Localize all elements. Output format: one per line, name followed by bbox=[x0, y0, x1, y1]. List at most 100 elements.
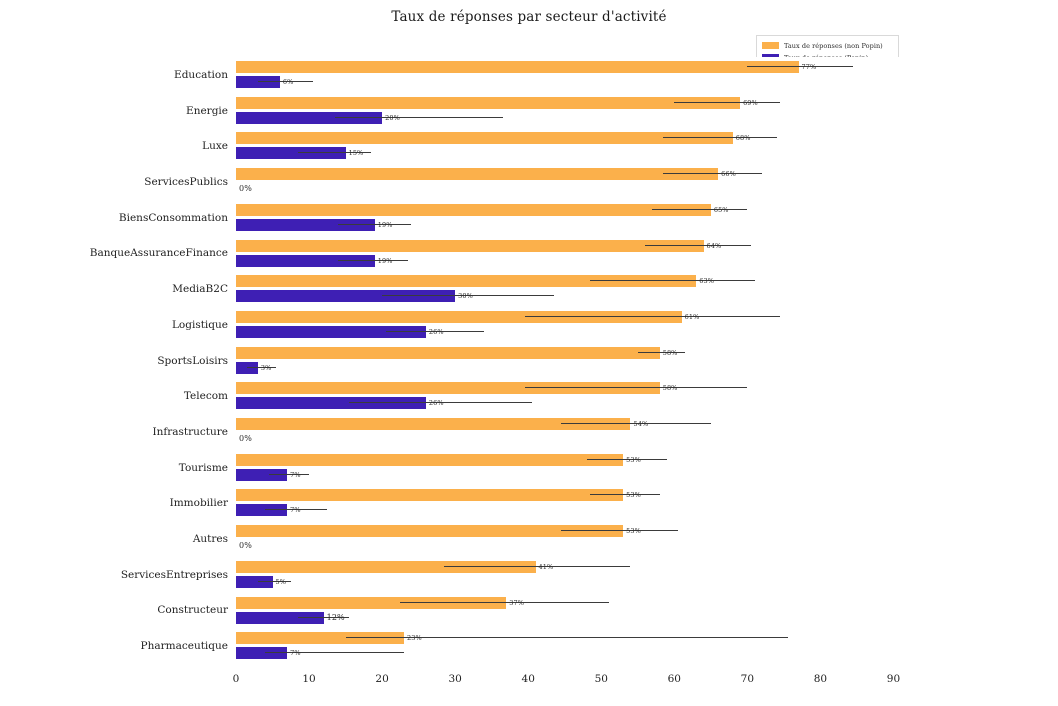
y-axis-tick-infrastructure: Infrastructure bbox=[152, 425, 228, 438]
error-bar-popin bbox=[246, 366, 277, 368]
bar-value-label-popin: 3% bbox=[260, 363, 272, 372]
bar-value-label-non-popin: 54% bbox=[633, 420, 649, 429]
x-axis-tick-labels: 0 10 20 30 40 50 60 70 80 90 bbox=[232, 664, 930, 700]
error-bar-non-popin bbox=[637, 351, 686, 353]
y-axis-tick-constructeur: Constructeur bbox=[157, 604, 228, 617]
error-bar-popin bbox=[265, 509, 328, 511]
bar-popin bbox=[236, 611, 324, 624]
y-axis-tick-servicespublics: ServicesPublics bbox=[144, 175, 228, 188]
bar-non-popin bbox=[236, 453, 624, 466]
bar-non-popin bbox=[236, 525, 624, 538]
plot-area: 77% 6% 69% 20% 68% 15% 66% 0% 65% 19% 64% 19% 63% 30%… bbox=[236, 57, 930, 664]
y-axis-tick-mediab2c: MediaB2C bbox=[172, 283, 228, 296]
y-axis-tick-telecom: Telecom bbox=[183, 390, 228, 403]
error-bar-popin bbox=[298, 152, 372, 154]
bar-popin bbox=[236, 290, 456, 303]
error-bar-non-popin bbox=[663, 137, 777, 139]
bar-group: 53% 7% bbox=[236, 450, 930, 486]
bar-group: 64% 19% bbox=[236, 236, 930, 272]
error-bar-popin bbox=[338, 259, 408, 261]
bar-value-label-non-popin: 65% bbox=[713, 205, 729, 214]
bar-group: 54% 0% bbox=[236, 414, 930, 450]
error-bar-non-popin bbox=[590, 494, 660, 496]
bar-value-label-non-popin: 66% bbox=[721, 170, 736, 179]
y-axis-tick-energie: Energie bbox=[186, 104, 228, 117]
bar-value-label-non-popin: 53% bbox=[626, 491, 641, 500]
bar-value-label-popin: 19% bbox=[377, 220, 393, 229]
x-axis-tick-90: 90 bbox=[886, 673, 901, 685]
bar-value-label-popin: 0% bbox=[239, 434, 252, 444]
bar-value-label-popin: 26% bbox=[428, 399, 444, 408]
error-bar-non-popin bbox=[590, 280, 755, 282]
bar-popin bbox=[236, 504, 288, 517]
error-bar-popin bbox=[257, 580, 291, 582]
bar-group: 53% 0% bbox=[236, 521, 930, 557]
error-bar-non-popin bbox=[561, 423, 711, 425]
bar-value-label-popin: 0% bbox=[239, 184, 252, 194]
error-bar-non-popin bbox=[663, 173, 762, 175]
x-axis-tick-80: 80 bbox=[813, 673, 828, 685]
error-bar-popin bbox=[349, 402, 532, 404]
error-bar-popin bbox=[334, 116, 503, 118]
bar-value-label-non-popin: 77% bbox=[801, 63, 817, 71]
x-axis-tick-10: 10 bbox=[302, 673, 316, 685]
bar-value-label-non-popin: 69% bbox=[743, 98, 758, 107]
bar-non-popin bbox=[236, 310, 682, 323]
y-axis-tick-logistique: Logistique bbox=[171, 318, 228, 331]
bar-popin bbox=[236, 111, 383, 124]
bar-non-popin bbox=[236, 275, 697, 288]
bar-value-label-non-popin: 37% bbox=[509, 598, 525, 607]
bar-popin bbox=[236, 325, 426, 338]
error-bar-non-popin bbox=[674, 101, 781, 103]
bar-group: 69% 20% bbox=[236, 93, 930, 129]
bar-group: 53% 7% bbox=[236, 485, 930, 521]
y-axis-tick-labels: Education Energie Luxe ServicesPublics Biens… bbox=[0, 57, 236, 664]
bar-value-label-popin: 30% bbox=[458, 292, 473, 301]
bar-non-popin bbox=[236, 382, 660, 395]
bar-non-popin bbox=[236, 489, 624, 502]
bar-group: 23% 7% bbox=[236, 628, 930, 664]
error-bar-non-popin bbox=[345, 637, 788, 639]
error-bar-non-popin bbox=[652, 208, 748, 210]
error-bar-non-popin bbox=[524, 315, 781, 317]
y-axis-tick-education: Education bbox=[174, 68, 228, 81]
bar-group: 77% 6% bbox=[236, 57, 930, 93]
x-axis-tick-50: 50 bbox=[594, 673, 608, 685]
y-axis-tick-autres: Autres bbox=[192, 533, 228, 546]
bar-non-popin bbox=[236, 596, 507, 609]
error-bar-popin bbox=[298, 616, 350, 618]
bar-group: 68% 15% bbox=[236, 128, 930, 164]
bar-value-label-popin: 7% bbox=[290, 506, 301, 515]
bar-value-label-popin: 26% bbox=[428, 327, 444, 336]
bar-value-label-popin: 15% bbox=[348, 149, 364, 158]
bar-value-label-popin: 12% bbox=[326, 612, 345, 622]
bar-group: 37% 12% bbox=[236, 593, 930, 629]
bar-value-label-popin: 6% bbox=[282, 78, 294, 86]
bar-value-label-non-popin: 23% bbox=[407, 634, 422, 643]
bar-value-label-popin: 20% bbox=[385, 113, 400, 122]
y-axis-tick-biensconsommation: BiensConsommation bbox=[118, 211, 228, 224]
bar-non-popin bbox=[236, 203, 711, 216]
x-axis-tick-0: 0 bbox=[232, 673, 240, 685]
bar-group: 61% 26% bbox=[236, 307, 930, 343]
bar-value-label-non-popin: 61% bbox=[684, 312, 700, 321]
bar-group: 58% 26% bbox=[236, 378, 930, 414]
legend-swatch-non-popin-icon bbox=[762, 42, 779, 49]
legend-item-non-popin: Taux de réponses (non Popin) bbox=[762, 40, 892, 51]
y-axis-tick-pharmaceutique: Pharmaceutique bbox=[140, 640, 228, 653]
legend-label-non-popin: Taux de réponses (non Popin) bbox=[784, 41, 883, 50]
y-axis-tick-luxe: Luxe bbox=[202, 140, 228, 153]
bar-non-popin bbox=[236, 239, 704, 252]
bar-group: 63% 30% bbox=[236, 271, 930, 307]
bar-value-label-non-popin: 68% bbox=[735, 134, 751, 143]
bar-value-label-non-popin: 58% bbox=[662, 384, 678, 393]
bar-popin bbox=[236, 361, 258, 374]
bar-group: 41% 5% bbox=[236, 557, 930, 593]
y-axis-tick-sportsloisirs: SportsLoisirs bbox=[157, 354, 228, 367]
error-bar-popin bbox=[265, 652, 405, 654]
error-bar-popin bbox=[338, 223, 412, 225]
bar-value-label-popin: 19% bbox=[377, 256, 393, 265]
y-axis-tick-servicesentreprises: ServicesEntreprises bbox=[120, 568, 228, 581]
bar-value-label-popin: 5% bbox=[275, 577, 287, 586]
